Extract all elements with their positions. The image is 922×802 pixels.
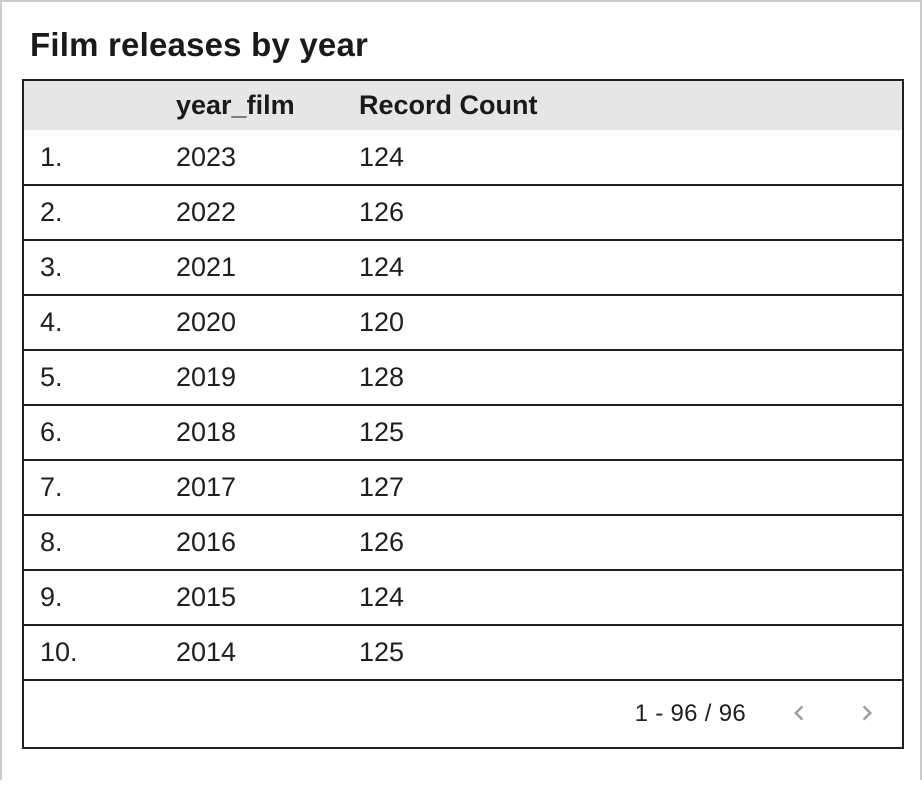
- count-cell: 128: [346, 350, 902, 406]
- pagination-next-button[interactable]: [852, 699, 882, 729]
- row-number-cell: 2.: [24, 185, 161, 241]
- chevron-left-icon: [784, 698, 814, 731]
- row-number-cell: 3.: [24, 240, 161, 296]
- table-row: 7. 2017 127: [24, 460, 902, 516]
- row-number-cell: 5.: [24, 350, 161, 406]
- page-title: Film releases by year: [30, 26, 369, 63]
- year-cell: 2023: [161, 130, 346, 186]
- row-number-cell: 6.: [24, 405, 161, 461]
- column-header-record-count[interactable]: Record Count: [346, 81, 902, 130]
- header-row: year_film Record Count: [24, 81, 902, 130]
- pagination-bar: 1 - 96 / 96: [24, 681, 902, 747]
- table-row: 6. 2018 125: [24, 405, 902, 461]
- count-cell: 125: [346, 625, 902, 681]
- count-cell: 124: [346, 240, 902, 296]
- row-number-cell: 4.: [24, 295, 161, 351]
- count-cell: 125: [346, 405, 902, 461]
- report-card: Film releases by year year_film Record C…: [2, 26, 920, 802]
- pagination-range-label: 1 - 96 / 96: [634, 700, 746, 727]
- column-header-row-number: [24, 81, 161, 130]
- count-cell: 124: [346, 570, 902, 626]
- table-row: 2. 2022 126: [24, 185, 902, 241]
- table-frame: year_film Record Count 1. 2023 124 2. 20…: [22, 79, 904, 749]
- table-row: 5. 2019 128: [24, 350, 902, 406]
- table-row: 8. 2016 126: [24, 515, 902, 571]
- count-cell: 124: [346, 130, 902, 186]
- table-row: 1. 2023 124: [24, 130, 902, 186]
- year-cell: 2019: [161, 350, 346, 406]
- year-cell: 2018: [161, 405, 346, 461]
- count-cell: 120: [346, 295, 902, 351]
- table-row: 10. 2014 125: [24, 625, 902, 681]
- chevron-right-icon: [852, 698, 882, 731]
- count-cell: 127: [346, 460, 902, 516]
- count-cell: 126: [346, 515, 902, 571]
- table-row: 3. 2021 124: [24, 240, 902, 296]
- row-number-cell: 1.: [24, 130, 161, 186]
- count-cell: 126: [346, 185, 902, 241]
- year-cell: 2021: [161, 240, 346, 296]
- year-cell: 2017: [161, 460, 346, 516]
- table-row: 4. 2020 120: [24, 295, 902, 351]
- row-number-cell: 8.: [24, 515, 161, 571]
- column-header-year-film[interactable]: year_film: [161, 81, 346, 130]
- year-cell: 2016: [161, 515, 346, 571]
- year-cell: 2014: [161, 625, 346, 681]
- row-number-cell: 10.: [24, 625, 161, 681]
- year-cell: 2015: [161, 570, 346, 626]
- pagination-prev-button[interactable]: [784, 699, 814, 729]
- year-cell: 2022: [161, 185, 346, 241]
- row-number-cell: 7.: [24, 460, 161, 516]
- data-table: year_film Record Count 1. 2023 124 2. 20…: [24, 81, 902, 681]
- year-cell: 2020: [161, 295, 346, 351]
- table-row: 9. 2015 124: [24, 570, 902, 626]
- row-number-cell: 9.: [24, 570, 161, 626]
